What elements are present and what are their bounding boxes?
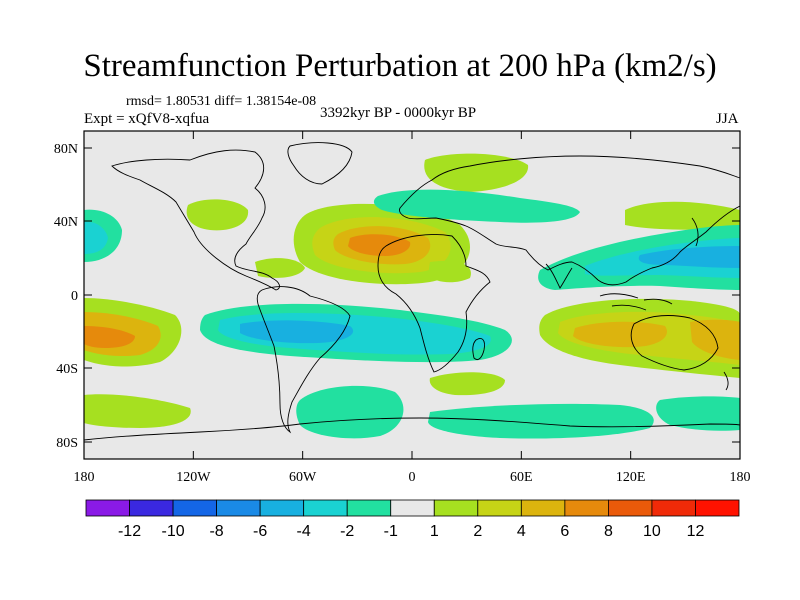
colorbar-boxes: [85, 499, 740, 517]
colorbar-label: -8: [209, 523, 223, 540]
contour-pos-atlantic-max: [348, 234, 411, 256]
colorbar-label: 8: [604, 523, 613, 540]
period-label: 3392kyr BP - 0000kyr BP: [320, 105, 477, 121]
contour-pos-indian-ocean-core: [573, 321, 667, 348]
lon-label: 0: [409, 470, 416, 485]
contour-pos-nafrica-east: [428, 260, 471, 283]
colorbar-label: 2: [473, 523, 482, 540]
rmsd-diff-stats: rmsd= 1.80531 diff= 1.38154e-08: [126, 94, 317, 109]
contour-fill-layer: [84, 153, 740, 439]
colorbar-labels: -12 -10 -8 -6 -4 -2 -1 1 2 4 6 8 10 12: [118, 523, 704, 540]
colorbar-label: -1: [384, 523, 398, 540]
colorbar-box: [85, 499, 130, 517]
colorbar-box: [346, 499, 392, 517]
colorbar-box: [172, 499, 217, 517]
coast-antarctica: [84, 417, 740, 441]
colorbar-label: 12: [687, 523, 705, 540]
contour-neg-southern-east: [656, 396, 740, 431]
colorbar-label: 4: [517, 523, 526, 540]
contour-pos-australia-east: [690, 319, 740, 360]
colorbar-box: [216, 499, 261, 517]
contour-neg-southern-atl: [296, 385, 404, 439]
lon-label: 60E: [510, 470, 533, 485]
contour-neg-southern-ind: [428, 403, 654, 439]
colorbar-label: -10: [162, 523, 185, 540]
experiment-label: Expt = xQfV8-xqfua: [84, 111, 210, 127]
lon-label: 180: [74, 470, 95, 485]
lon-label: 120W: [176, 470, 211, 485]
coast-new-zealand: [723, 371, 729, 391]
colorbar-label: -4: [297, 523, 311, 540]
coast-australia: [630, 315, 719, 371]
colorbar-label: -6: [253, 523, 267, 540]
contour-pos-spacific-west-core: [84, 326, 135, 348]
coast-madagascar: [472, 338, 485, 361]
colorbar-box: [390, 499, 435, 517]
colorbar-label: 6: [560, 523, 569, 540]
lat-label: 40N: [54, 215, 78, 230]
contour-pos-caribbean: [255, 258, 305, 278]
lat-label: 80S: [56, 436, 78, 451]
map-ticks: [83, 131, 741, 459]
colorbar-box: [564, 499, 609, 517]
colorbar-label: -2: [340, 523, 354, 540]
map-background: [84, 131, 740, 459]
lat-label: 80N: [54, 142, 78, 157]
coast-eurasia: [399, 155, 740, 286]
coast-greenland: [287, 142, 353, 185]
contour-neg-spacific-core: [240, 320, 354, 344]
coast-north-america: [111, 149, 280, 291]
lat-label: 0: [71, 289, 78, 304]
colorbar-box: [477, 499, 522, 517]
colorbar-box: [129, 499, 174, 517]
lat-label: 40S: [56, 362, 78, 377]
colorbar-box: [608, 499, 653, 517]
colorbar-label: -12: [118, 523, 141, 540]
colorbar-box: [303, 499, 348, 517]
colorbar-label: 1: [430, 523, 439, 540]
contour-pos-npacific-east: [625, 201, 740, 232]
coastline-layer: [84, 142, 740, 441]
contour-pos-arctic: [424, 153, 529, 192]
season-label: JJA: [716, 111, 739, 127]
coast-indonesia: [599, 293, 673, 311]
colorbar-box: [695, 499, 740, 517]
axis-labels: 80N 40N 0 40S 80S 180 120W 60W 0 60E 120E 180: [54, 142, 751, 485]
lon-label: 60W: [289, 470, 317, 485]
colorbar-label: 10: [643, 523, 661, 540]
coast-india: [545, 263, 573, 289]
colorbar-box: [520, 499, 566, 517]
colorbar-box: [259, 499, 305, 517]
contour-pos-southern-pac: [84, 394, 191, 428]
lon-label: 120E: [616, 470, 646, 485]
lon-label: 180: [730, 470, 751, 485]
contour-pos-namerica: [186, 199, 249, 231]
coast-south-america: [256, 286, 351, 434]
colorbar-box: [651, 499, 696, 517]
contour-pos-safrica-south: [429, 372, 505, 396]
contour-neg-nw-atlantic-core: [84, 221, 108, 254]
contour-neg-eurasia: [373, 189, 580, 223]
coast-japan: [691, 217, 699, 247]
plot-title: Streamfunction Perturbation at 200 hPa (…: [83, 48, 717, 84]
coast-africa: [377, 234, 491, 373]
colorbar-box: [433, 499, 479, 517]
contour-neg-npacific-core: [638, 246, 740, 268]
